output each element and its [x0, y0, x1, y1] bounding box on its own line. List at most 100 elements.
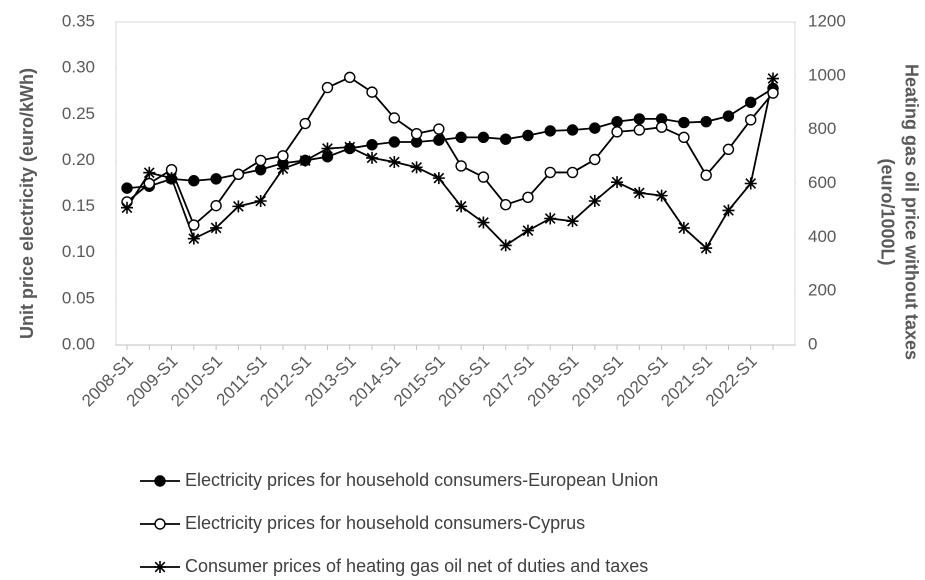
y-tick-label: 0.20 — [62, 150, 95, 169]
point — [343, 141, 356, 154]
y2-tick-label: 800 — [808, 119, 836, 138]
point — [633, 186, 646, 199]
y-tick-label: 0.30 — [62, 58, 95, 77]
point — [366, 139, 378, 151]
point — [589, 153, 601, 166]
point — [745, 114, 757, 126]
point — [388, 136, 401, 148]
y-tick-label: 0.05 — [62, 288, 95, 307]
y2-axis-title: Heating gas oil price without taxes — [901, 64, 921, 360]
point — [544, 212, 557, 225]
point — [655, 121, 668, 133]
point — [433, 134, 445, 146]
point — [677, 221, 690, 234]
point — [210, 199, 222, 212]
point — [544, 166, 556, 179]
point — [700, 115, 712, 128]
point — [566, 166, 579, 179]
y2-tick-label: 1000 — [808, 65, 846, 84]
point — [143, 177, 155, 190]
point — [254, 154, 267, 167]
point — [678, 131, 690, 144]
y2-tick-label: 200 — [808, 281, 836, 300]
point — [188, 175, 200, 187]
point — [299, 154, 312, 167]
point — [277, 150, 289, 162]
point — [410, 127, 423, 140]
point — [678, 116, 690, 129]
legend-marker — [154, 561, 166, 573]
y-tick-label: 0.25 — [62, 104, 95, 123]
point — [611, 176, 624, 189]
point — [187, 232, 200, 245]
legend-label: Electricity prices for household consume… — [185, 470, 658, 490]
point — [499, 133, 512, 145]
point — [522, 129, 534, 142]
point — [499, 199, 512, 211]
point — [254, 163, 267, 176]
point — [143, 166, 156, 179]
point — [611, 115, 623, 128]
y-tick-label: 0.10 — [62, 242, 95, 261]
point — [700, 242, 713, 255]
point — [276, 162, 289, 175]
point — [366, 151, 379, 164]
point — [455, 131, 467, 144]
point — [121, 182, 133, 194]
y2-tick-label: 1200 — [808, 11, 846, 30]
point — [522, 191, 534, 204]
point — [455, 200, 468, 213]
point — [722, 143, 735, 156]
point — [477, 216, 490, 229]
point — [477, 171, 490, 183]
point — [722, 204, 735, 217]
point — [566, 215, 579, 228]
point — [299, 117, 311, 130]
point — [655, 189, 668, 202]
point — [321, 81, 334, 94]
legend-marker — [154, 475, 166, 487]
point — [588, 194, 601, 207]
point — [589, 122, 601, 134]
point — [433, 123, 445, 135]
point — [744, 177, 757, 190]
point — [566, 124, 579, 136]
point — [745, 96, 757, 108]
point — [544, 125, 556, 137]
point — [232, 168, 245, 180]
point — [388, 155, 401, 168]
point — [188, 219, 200, 231]
point — [722, 110, 735, 122]
y2-axis-title: (euro/1000L) — [877, 158, 897, 265]
point — [410, 161, 423, 174]
point — [499, 239, 512, 252]
point — [210, 221, 223, 234]
y2-tick-label: 600 — [808, 173, 836, 192]
point — [432, 172, 445, 185]
legend-label: Electricity prices for household consume… — [185, 513, 585, 533]
point — [165, 172, 178, 185]
legend-marker — [154, 518, 166, 530]
y2-tick-label: 400 — [808, 227, 836, 246]
point — [477, 131, 490, 144]
y-tick-label: 0.15 — [62, 196, 95, 215]
point — [700, 169, 712, 181]
point — [254, 194, 267, 207]
point — [767, 72, 779, 85]
point — [611, 126, 623, 138]
point — [232, 200, 245, 213]
point — [344, 71, 356, 84]
y-tick-label: 0.00 — [62, 334, 95, 353]
point — [366, 86, 378, 98]
point — [455, 160, 467, 172]
y2-tick-label: 0 — [808, 334, 817, 353]
point — [633, 113, 646, 125]
y-axis-title: Unit price electricity (euro/kWh) — [17, 68, 37, 339]
point — [633, 124, 646, 136]
y-tick-label: 0.35 — [62, 11, 95, 30]
legend-label: Consumer prices of heating gas oil net o… — [185, 556, 648, 576]
point — [121, 201, 133, 214]
point — [210, 173, 222, 185]
